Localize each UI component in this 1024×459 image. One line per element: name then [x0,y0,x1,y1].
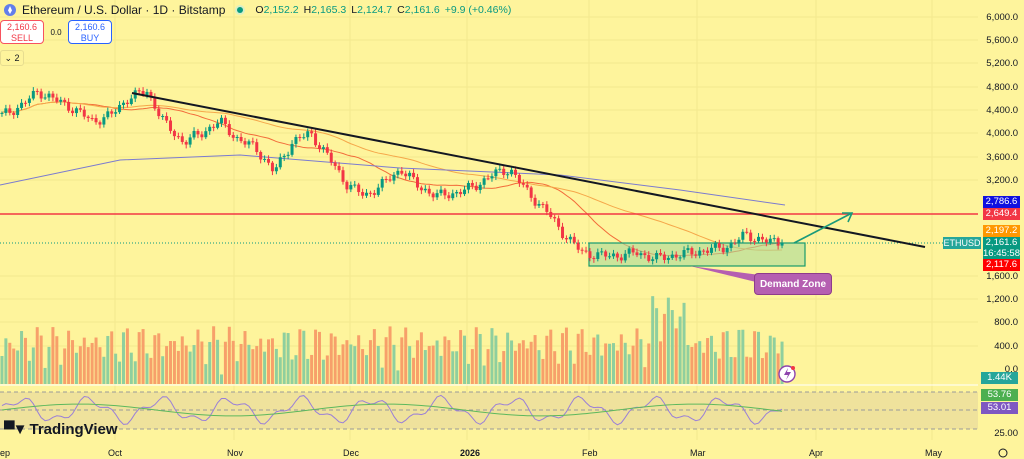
volume-tag: 1.44K [981,372,1018,384]
buy-button[interactable]: 2,160.6 BUY [68,20,112,44]
trendline [131,92,926,248]
time-axis-label: May [925,448,943,458]
price-axis-label: 1,600.0 [986,271,1018,282]
ma-orange-tag: 2,197.2 [983,225,1020,237]
time-axis-label: Nov [227,448,244,458]
resistance-tag: 2,649.4 [983,208,1020,220]
last-price-tag: 2,161.6 16:45:58 [983,237,1020,259]
price-axis-label: 0.0 [1004,364,1018,375]
time-axis-label: Dec [343,448,360,458]
low-tag: 2,117.6 [983,259,1020,271]
ma-blue-tag: 2,786.6 [983,196,1020,208]
price-axis-label: 400.0 [994,341,1018,352]
market-status-icon [235,5,246,15]
price-axis-label: 3,200.0 [986,175,1018,186]
sell-button[interactable]: 2,160.6 SELL [0,20,44,44]
time-axis-label: 2026 [460,448,481,458]
symbol-tag: ETHUSD [943,237,981,249]
price-axis-label: 4,400.0 [986,105,1018,116]
arrow-icon [842,212,854,223]
time-axis-label: ep [0,448,11,458]
price-axis-label: 4,000.0 [986,128,1018,139]
price-axis-label: 5,600.0 [986,35,1018,46]
spread-value: 0.0 [50,27,62,37]
ethereum-icon [4,4,16,16]
ohlc-values: O2,152.2 H2,165.3 L2,124.7 C2,161.6 +9.9… [255,4,512,16]
rsi-ma-tag: 53.76 [981,389,1018,401]
price-axis-label: 6,000.0 [986,12,1018,23]
rsi-band [0,392,978,429]
settings-icon [998,448,1008,458]
price-axis-label: 5,200.0 [986,58,1018,69]
price-axis-label: 800.0 [994,317,1018,328]
symbol-title[interactable]: Ethereum / U.S. Dollar · 1D · Bitstamp [22,3,226,17]
price-axis-label: 3,600.0 [986,152,1018,163]
indicators-toggle-button[interactable]: ⌄ 2 [0,50,24,66]
time-axis-label: Apr [809,448,824,458]
rsi-axis-label: 25.00 [994,428,1018,439]
chart-header: Ethereum / U.S. Dollar · 1D · Bitstamp O… [4,3,511,17]
tradingview-logo[interactable]: ▀▼ TradingView [4,421,118,438]
tradingview-icon: ▀▼ [4,421,28,438]
price-axis-label: 1,200.0 [986,294,1018,305]
price-axis-label: 4,800.0 [986,82,1018,93]
trade-buttons: 2,160.6 SELL 0.0 2,160.6 BUY [0,20,112,44]
time-axis-label: Oct [108,448,123,458]
time-axis-label: Feb [582,448,598,458]
rsi-tag: 53.01 [981,402,1018,414]
time-axis-label: Mar [690,448,706,458]
demand-zone-label[interactable]: Demand Zone [754,273,832,295]
